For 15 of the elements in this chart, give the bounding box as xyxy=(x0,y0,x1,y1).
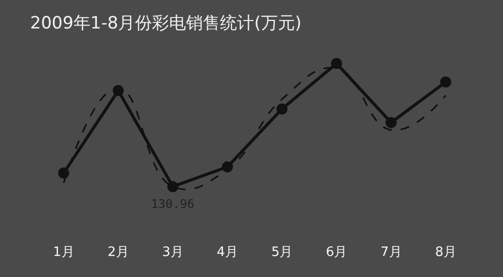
x-tick-label: 3月 xyxy=(162,245,184,260)
point xyxy=(331,58,342,69)
x-tick-label: 4月 xyxy=(216,245,238,260)
point xyxy=(440,76,452,88)
x-tick-label: 1月 xyxy=(53,245,74,260)
x-tick-label: 2月 xyxy=(108,245,129,260)
point xyxy=(276,104,288,115)
x-tick-label: 5月 xyxy=(271,245,293,260)
x-tick-label: 7月 xyxy=(380,245,402,260)
point xyxy=(167,181,178,192)
chart-title: 2009年1-8月份彩电销售统计(万元) xyxy=(30,14,302,34)
point xyxy=(58,168,70,179)
x-tick-label: 6月 xyxy=(326,245,348,260)
point xyxy=(386,117,397,128)
x-tick-label: 8月 xyxy=(435,245,456,260)
